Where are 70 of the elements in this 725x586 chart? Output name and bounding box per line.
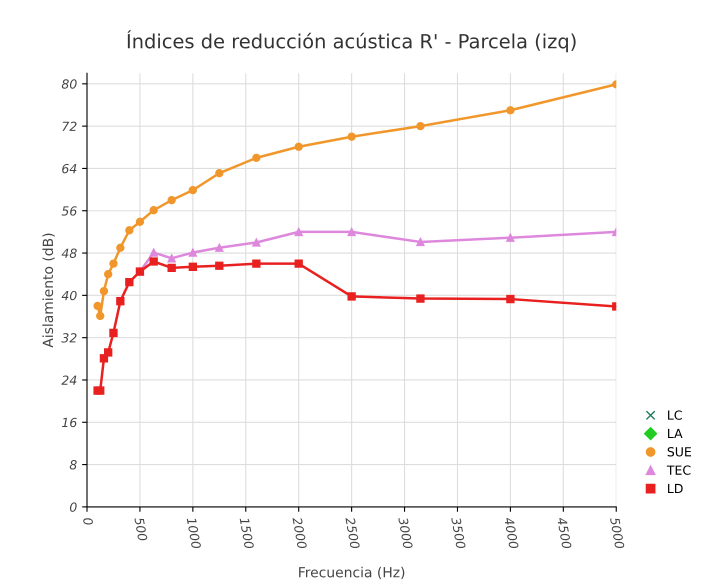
point bbox=[100, 286, 108, 296]
point bbox=[347, 228, 356, 236]
chart-title: Índices de reducción acústica R' - Parcela (izq) bbox=[127, 30, 576, 52]
y-tick-label: 48 bbox=[62, 248, 77, 258]
point bbox=[136, 218, 144, 226]
x-tick-label: 2500 bbox=[345, 516, 360, 549]
point bbox=[125, 226, 134, 234]
x-tick-label: 3000 bbox=[398, 516, 413, 549]
point bbox=[104, 348, 112, 357]
point bbox=[215, 169, 224, 178]
y-tick-label: 72 bbox=[62, 122, 76, 131]
point bbox=[116, 297, 125, 306]
point bbox=[168, 254, 176, 263]
x-tick-label: 4500 bbox=[557, 516, 572, 549]
legend-label: TEC bbox=[666, 465, 690, 475]
x-tick-label: 0 bbox=[82, 517, 94, 526]
y-tick-label: 56 bbox=[62, 206, 77, 216]
point bbox=[150, 248, 158, 257]
legend-label: SUE bbox=[668, 447, 692, 457]
x-tick-label: 1500 bbox=[240, 517, 254, 549]
x-axis-title: Frecuencia (Hz) bbox=[299, 566, 404, 580]
point bbox=[168, 264, 176, 272]
y-tick-label: 40 bbox=[62, 290, 77, 300]
point bbox=[109, 328, 118, 338]
point bbox=[252, 259, 261, 268]
point bbox=[96, 386, 104, 395]
y-axis-title: Aislamiento (dB) bbox=[42, 234, 55, 348]
point bbox=[109, 259, 118, 268]
point bbox=[188, 186, 198, 194]
point bbox=[506, 294, 515, 304]
y-tick-label: 80 bbox=[62, 79, 77, 89]
point bbox=[150, 257, 158, 266]
point bbox=[168, 196, 176, 204]
point bbox=[150, 206, 158, 214]
point bbox=[215, 262, 224, 270]
point bbox=[93, 302, 102, 310]
legend-label: LC bbox=[668, 410, 682, 420]
y-tick-label: 0 bbox=[70, 502, 77, 512]
y-tick-label: 16 bbox=[62, 418, 77, 428]
y-tick-label: 8 bbox=[70, 460, 77, 470]
point bbox=[416, 294, 425, 303]
point bbox=[188, 248, 198, 257]
point bbox=[347, 292, 356, 301]
point bbox=[294, 228, 303, 236]
point bbox=[416, 122, 425, 130]
x-tick-label: 4000 bbox=[504, 516, 519, 549]
point bbox=[125, 278, 134, 286]
point bbox=[347, 132, 356, 141]
y-tick-label: 64 bbox=[62, 164, 76, 174]
point bbox=[294, 259, 303, 268]
point bbox=[252, 154, 261, 162]
x-tick-label: 1000 bbox=[186, 517, 202, 549]
x-tick-label: 3500 bbox=[451, 516, 466, 549]
point bbox=[506, 106, 515, 114]
point bbox=[188, 262, 198, 271]
x-tick-label: 2000 bbox=[292, 516, 308, 549]
legend-label: LD bbox=[668, 484, 683, 494]
point bbox=[506, 234, 515, 242]
y-tick-label: 32 bbox=[61, 333, 76, 343]
point bbox=[215, 244, 224, 252]
point bbox=[104, 270, 112, 278]
point bbox=[96, 312, 104, 320]
point bbox=[294, 142, 303, 151]
y-tick-label: 24 bbox=[61, 375, 76, 385]
legend-label: LA bbox=[668, 428, 683, 438]
x-tick-label: 5000 bbox=[610, 516, 625, 549]
point bbox=[416, 238, 425, 246]
x-tick-label: 500 bbox=[134, 516, 148, 542]
point bbox=[252, 238, 261, 247]
point bbox=[116, 244, 125, 252]
